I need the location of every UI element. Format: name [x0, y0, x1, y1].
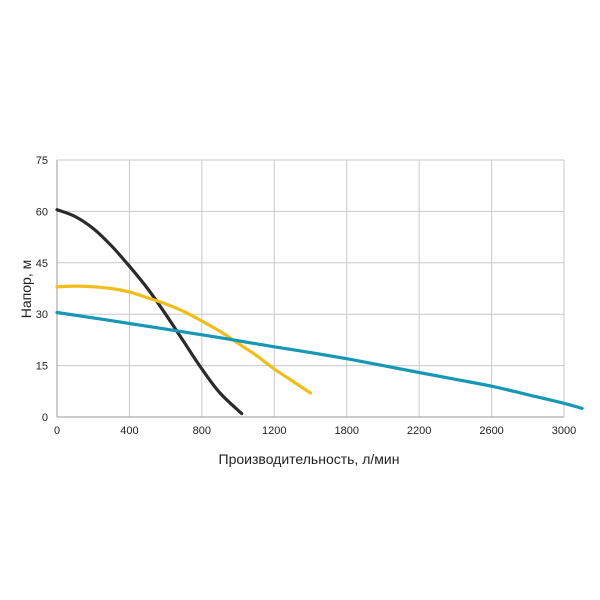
- x-tick-label: 2600: [479, 425, 503, 437]
- grid: [57, 159, 565, 417]
- series-line-3: [55, 310, 584, 410]
- series-line-2: [55, 284, 313, 395]
- x-tick-label: 800: [193, 425, 211, 437]
- x-tick-label: 400: [120, 425, 138, 437]
- y-tick-labels: 0 15 30 45 60 75: [36, 155, 48, 424]
- x-tick-label: 3000: [552, 425, 576, 437]
- y-tick-label: 60: [36, 206, 48, 218]
- y-tick-label: 0: [42, 412, 48, 424]
- x-tick-label: 1200: [262, 425, 286, 437]
- series-lines: [55, 208, 584, 416]
- y-tick-label: 45: [36, 258, 48, 270]
- y-axis-title: Напор, м: [18, 260, 34, 318]
- y-tick-label: 75: [36, 155, 48, 167]
- axes: [56, 160, 564, 418]
- x-axis-title: Производительность, л/мин: [219, 451, 400, 467]
- series-line-1: [55, 208, 244, 416]
- x-tick-labels: 0 400 800 1200 1800 2200 2600 3000: [54, 425, 576, 437]
- x-tick-label: 2200: [407, 425, 431, 437]
- x-tick-label: 1800: [334, 425, 358, 437]
- x-tick-label: 0: [54, 425, 60, 437]
- y-tick-label: 15: [36, 361, 48, 373]
- y-tick-label: 30: [36, 309, 48, 321]
